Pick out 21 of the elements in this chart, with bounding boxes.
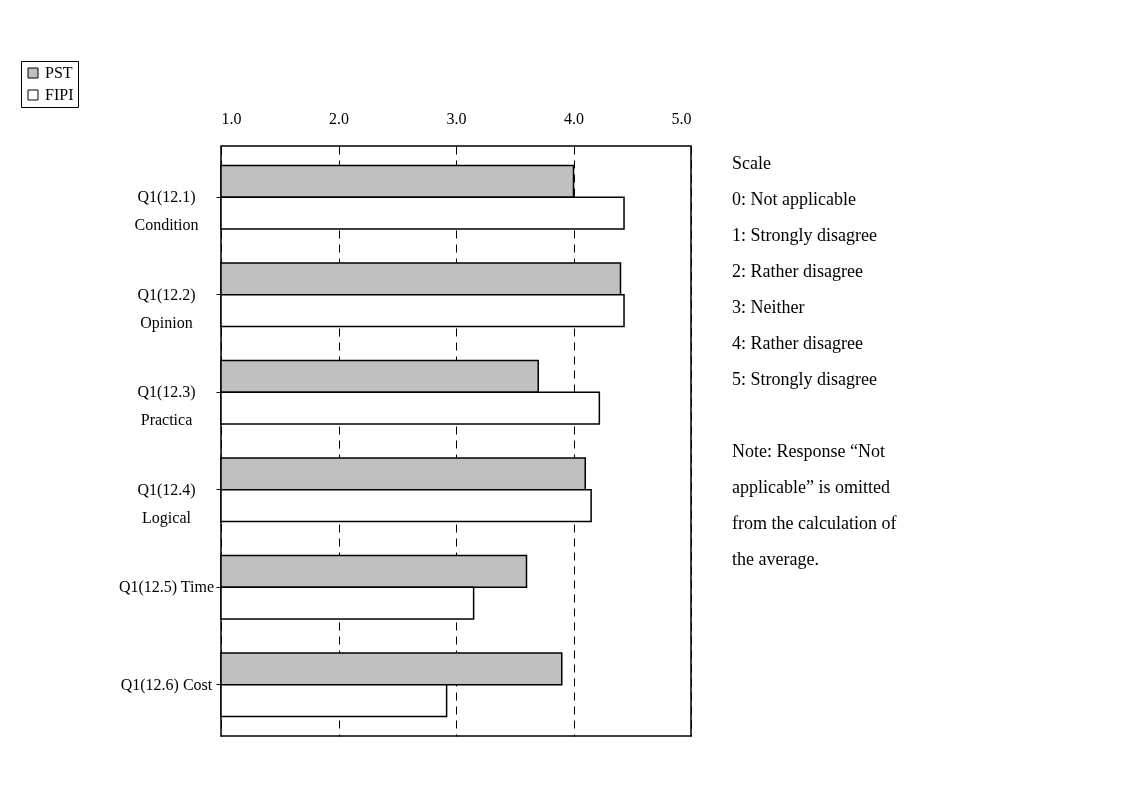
y-tick-label: Q1(12.1) Condition <box>134 188 199 234</box>
y-tick-label: Q1(12.2) Opinion <box>137 285 196 332</box>
x-tick-label: 4.0 <box>564 109 584 127</box>
text: 5: Strongly disagree <box>732 369 877 389</box>
x-tick-label: 3.0 <box>446 109 467 127</box>
text: 4: Rather disagree <box>732 333 863 353</box>
text: 0: Not applicable <box>732 189 856 209</box>
y-tick-label: Q1(12.4) Logical <box>137 480 196 527</box>
text: Note: Response “Not applicable” is omitted from the calculation of the average. <box>732 441 897 569</box>
text: Scale <box>732 153 771 173</box>
x-tick-label: 2.0 <box>329 109 349 127</box>
text: 2: Rather disagree <box>732 261 863 281</box>
text: 3: Neither <box>732 297 805 317</box>
x-tick-label: 1.0 <box>221 109 242 127</box>
x-tick-label: 5.0 <box>671 109 692 127</box>
text: 1: Strongly disagree <box>732 225 877 245</box>
y-tick-label: Q1(12.6) Cost <box>120 675 213 694</box>
y-tick-label: Q1(12.5) Time <box>118 578 215 597</box>
legend-label: FIPI <box>45 86 74 103</box>
y-tick-label: Q1(12.3) Practica <box>137 383 196 429</box>
legend-label: PST <box>45 64 73 81</box>
